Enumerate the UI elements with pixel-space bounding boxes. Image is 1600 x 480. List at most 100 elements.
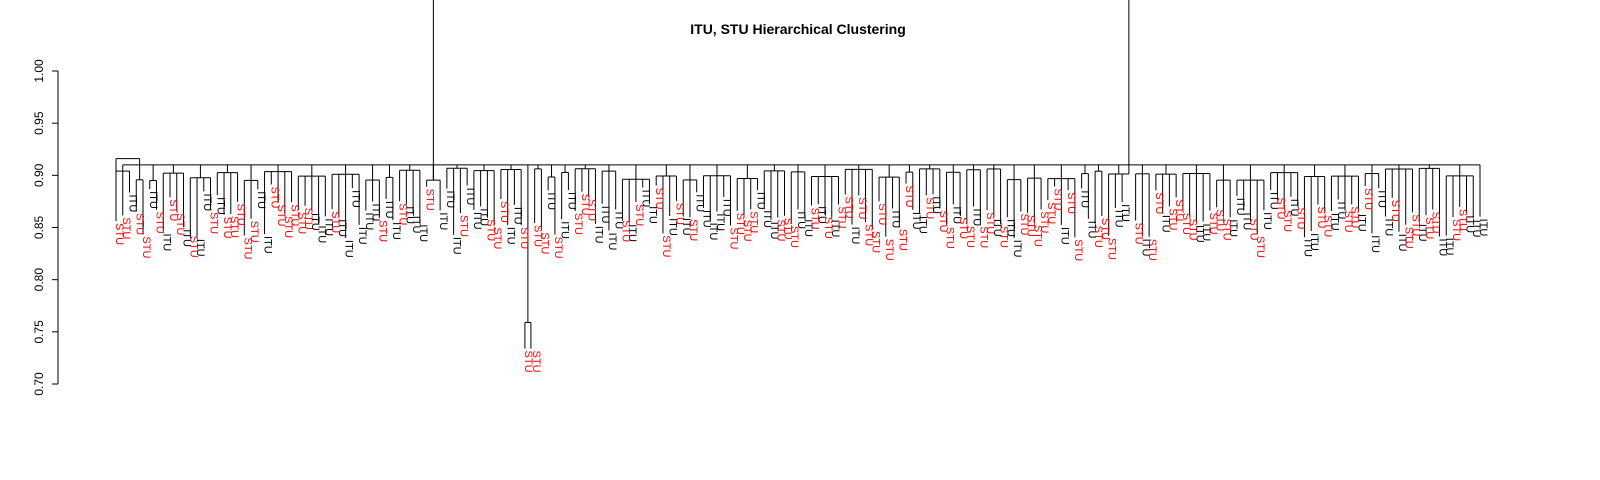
leaf-label: ITU <box>714 213 726 231</box>
leaf-label: ITU <box>343 240 355 258</box>
leaf-label: ITU <box>768 222 780 240</box>
leaf-label: ITU <box>1261 212 1273 230</box>
leaf-label: STU <box>633 204 645 226</box>
leaf-label: STU <box>1295 207 1307 229</box>
leaf-label: STU <box>775 219 787 241</box>
leaf-label: ITU <box>1011 240 1023 258</box>
leaf-label: ITU <box>1288 199 1300 217</box>
leaf-label: STU <box>1342 211 1354 233</box>
leaf-label: STU <box>1146 239 1158 261</box>
leaf-label: STU <box>1099 218 1111 240</box>
leaf-label: STU <box>174 213 186 235</box>
leaf-label: ITU <box>214 197 226 215</box>
leaf-label: ITU <box>910 212 922 230</box>
leaf-label: ITU <box>606 233 618 251</box>
leaf-label: ITU <box>1308 233 1320 251</box>
leaf-label: STU <box>903 186 915 208</box>
leaf-label: STU <box>154 212 166 234</box>
leaf-label: STU <box>727 227 739 249</box>
y-tick-label: 0.70 <box>32 372 46 396</box>
leaf-label: ITU <box>390 222 402 240</box>
leaf-label: ITU <box>1436 238 1448 256</box>
leaf-label: ITU <box>127 195 139 213</box>
leaf-label: STU <box>522 351 534 373</box>
leaf-label: ITU <box>417 224 429 242</box>
leaf-label: STU <box>120 217 132 239</box>
leaf-label: ITU <box>356 227 368 245</box>
leaf-label: ITU <box>1376 190 1388 208</box>
leaf-label: STU <box>1254 236 1266 258</box>
leaf-label: STU <box>822 217 834 239</box>
leaf-label: STU <box>275 204 287 226</box>
leaf-label: ITU <box>1139 239 1151 257</box>
leaf-label: STU <box>863 224 875 246</box>
leaf-label: ITU <box>917 216 929 234</box>
leaf-label: STU <box>552 237 564 259</box>
leaf-label: STU <box>984 212 996 234</box>
leaf-label: ITU <box>559 221 571 239</box>
y-tick-label: 1.00 <box>32 59 46 83</box>
leaf-label: STU <box>572 213 584 235</box>
leaf-label: ITU <box>336 219 348 237</box>
leaf-label: ITU <box>1227 219 1239 237</box>
leaf-label: STU <box>1207 213 1219 235</box>
leaf-label: STU <box>653 188 665 210</box>
leaf-label: ITU <box>322 218 334 236</box>
leaf-label: STU <box>1389 200 1401 222</box>
leaf-label: ITU <box>599 206 611 224</box>
leaf-label: ITU <box>1443 238 1455 256</box>
leaf-label: ITU <box>1234 198 1246 216</box>
leaf-label: ITU <box>930 196 942 214</box>
leaf-label: STU <box>1322 215 1334 237</box>
leaf-label: ITU <box>194 239 206 257</box>
leaf-label: ITU <box>1463 215 1475 233</box>
leaf-label: ITU <box>565 192 577 210</box>
leaf-label: ITU <box>1085 221 1097 239</box>
leaf-label: ITU <box>1004 219 1016 237</box>
leaf-label: STU <box>1153 192 1165 214</box>
leaf-label: ITU <box>640 190 652 208</box>
leaf-label: ITU <box>829 220 841 238</box>
leaf-label: STU <box>809 208 821 230</box>
leaf-label: STU <box>532 225 544 247</box>
leaf-label: STU <box>1214 209 1226 231</box>
leaf-label: ITU <box>147 191 159 209</box>
leaf-label: STU <box>221 217 233 239</box>
leaf-label: ITU <box>471 212 483 230</box>
leaf-label: ITU <box>1268 192 1280 210</box>
leaf-label: ITU <box>451 237 463 255</box>
leaf-label: STU <box>781 218 793 240</box>
leaf-label: STU <box>1457 209 1469 231</box>
leaf-label: STU <box>208 212 220 234</box>
leaf-label: STU <box>836 207 848 229</box>
leaf-label: STU <box>140 236 152 258</box>
leaf-label: ITU <box>444 191 456 209</box>
leaf-label: STU <box>498 201 510 223</box>
leaf-label: STU <box>113 223 125 245</box>
y-tick-label: 0.80 <box>32 268 46 292</box>
leaf-label: STU <box>1315 206 1327 228</box>
leaf-label: ITU <box>667 218 679 236</box>
leaf-label: ITU <box>363 213 375 231</box>
leaf-label: STU <box>619 220 631 242</box>
leaf-label: ITU <box>1416 224 1428 242</box>
leaf-label: ITU <box>349 190 361 208</box>
leaf-label: ITU <box>613 211 625 229</box>
leaf-label: ITU <box>1301 239 1313 257</box>
leaf-label: STU <box>1092 226 1104 248</box>
leaf-label: STU <box>1281 210 1293 232</box>
leaf-label: STU <box>228 216 240 238</box>
leaf-label: STU <box>923 197 935 219</box>
leaf-label: STU <box>998 226 1010 248</box>
leaf-label: STU <box>957 217 969 239</box>
leaf-label: STU <box>491 227 503 249</box>
leaf-label: ITU <box>707 223 719 241</box>
leaf-label: STU <box>856 197 868 219</box>
leaf-label: STU <box>397 203 409 225</box>
leaf-label: STU <box>1423 217 1435 239</box>
leaf-label: ITU <box>505 227 517 245</box>
leaf-label: STU <box>977 226 989 248</box>
leaf-label: STU <box>937 210 949 232</box>
leaf-label: STU <box>1052 189 1064 211</box>
